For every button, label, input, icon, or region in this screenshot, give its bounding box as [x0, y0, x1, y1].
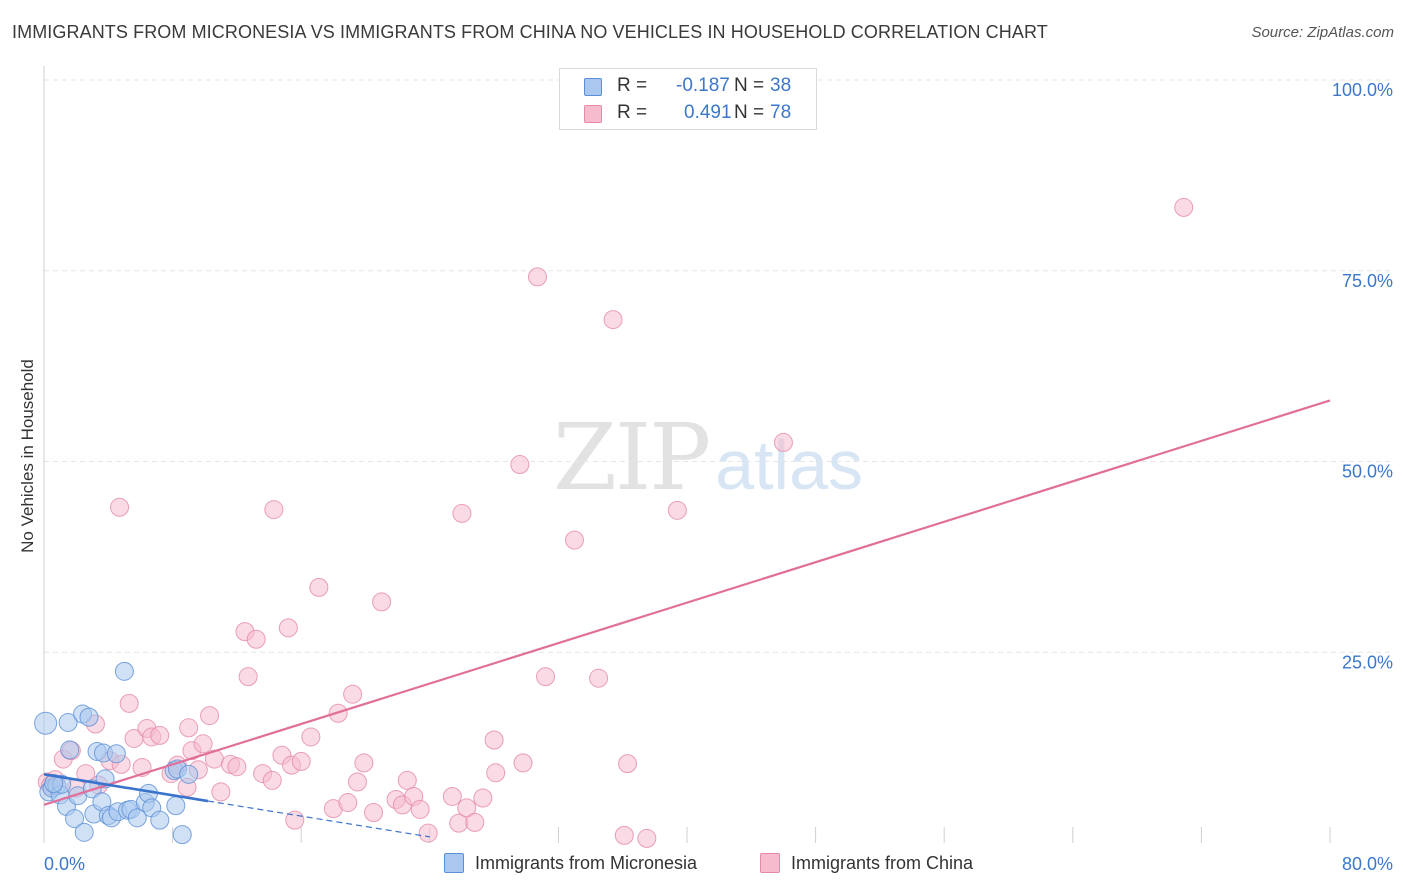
r-label: R =	[617, 102, 648, 123]
micronesia-r-value: -0.187	[676, 75, 730, 96]
china-point	[667, 500, 687, 520]
china-point	[119, 693, 139, 713]
china-point	[264, 500, 284, 520]
n-label: N =	[734, 75, 765, 96]
micronesia-point	[65, 809, 85, 829]
china-trend-line	[43, 399, 1331, 806]
china-point	[347, 772, 367, 792]
source-label: Source: ZipAtlas.com	[1251, 24, 1394, 41]
china-point	[372, 592, 392, 612]
china-point	[354, 753, 374, 773]
china-point	[564, 530, 584, 550]
china-point	[618, 754, 638, 774]
china-point	[410, 799, 430, 819]
china-point	[486, 763, 506, 783]
n-label: N =	[734, 102, 765, 123]
y-tick-label: 50.0%	[1342, 462, 1393, 482]
china-point	[397, 770, 417, 790]
china-point	[614, 825, 634, 845]
micronesia-point	[114, 661, 134, 681]
china-point	[637, 828, 657, 848]
micronesia-n-value: 38	[770, 75, 792, 96]
china-point	[513, 753, 533, 773]
micronesia-legend-swatch	[444, 853, 464, 873]
china-point	[278, 618, 298, 638]
watermark-zip: ZIP	[553, 404, 711, 511]
stats-legend: R = -0.187 N = 38 R = 0.491 N = 78	[559, 68, 817, 130]
china-point	[418, 823, 438, 843]
china-point	[536, 667, 556, 687]
china-point	[150, 725, 170, 745]
china-point	[510, 455, 530, 475]
china-point	[473, 788, 493, 808]
china-swatch	[584, 105, 602, 123]
china-legend-label: Immigrants from China	[791, 853, 974, 873]
r-label: R =	[617, 75, 648, 96]
china-point	[301, 727, 321, 747]
china-point	[291, 751, 311, 771]
china-r-value: 0.491	[684, 102, 732, 123]
micronesia-point	[150, 810, 170, 830]
china-point	[110, 497, 130, 517]
micronesia-trend-extension	[207, 800, 430, 838]
china-point	[773, 432, 793, 452]
china-point	[227, 757, 247, 777]
micronesia-trend-line	[43, 773, 209, 803]
china-point	[246, 629, 266, 649]
china-point	[338, 793, 358, 813]
chart-title: IMMIGRANTS FROM MICRONESIA VS IMMIGRANTS…	[12, 22, 1048, 42]
china-point	[465, 812, 485, 832]
china-point	[179, 718, 199, 738]
china-legend-swatch	[760, 853, 780, 873]
micronesia-point	[172, 825, 192, 845]
china-point	[193, 734, 213, 754]
y-axis-label: No Vehicles in Household	[18, 359, 37, 553]
china-point	[211, 782, 231, 802]
micronesia-point	[60, 740, 80, 760]
micronesia-point	[166, 796, 186, 816]
china-point	[309, 577, 329, 597]
micronesia-legend-label: Immigrants from Micronesia	[475, 853, 698, 873]
china-point	[200, 706, 220, 726]
y-tick-label: 100.0%	[1332, 80, 1393, 100]
micronesia-point	[127, 808, 147, 828]
china-point	[442, 786, 462, 806]
china-point	[457, 798, 477, 818]
x-tick-label: 0.0%	[44, 854, 85, 874]
china-point	[528, 267, 548, 287]
micronesia-point	[74, 822, 94, 842]
watermark: ZIPatlas	[553, 404, 863, 511]
micronesia-point	[179, 764, 199, 784]
micronesia-point	[79, 707, 99, 727]
china-point	[589, 668, 609, 688]
x-tick-label: 80.0%	[1342, 854, 1393, 874]
china-point	[603, 310, 623, 330]
china-point	[484, 730, 504, 750]
y-tick-label: 75.0%	[1342, 271, 1393, 291]
china-point	[364, 802, 384, 822]
micronesia-point	[34, 711, 58, 735]
micronesia-point	[106, 744, 126, 764]
china-point	[262, 770, 282, 790]
y-tick-label: 25.0%	[1342, 652, 1393, 672]
china-point	[1174, 197, 1194, 217]
micronesia-swatch	[584, 78, 602, 96]
china-point	[452, 503, 472, 523]
micronesia-point	[44, 773, 64, 793]
china-n-value: 78	[770, 102, 792, 123]
china-point	[343, 684, 363, 704]
china-point	[238, 667, 258, 687]
micronesia-point	[58, 712, 78, 732]
